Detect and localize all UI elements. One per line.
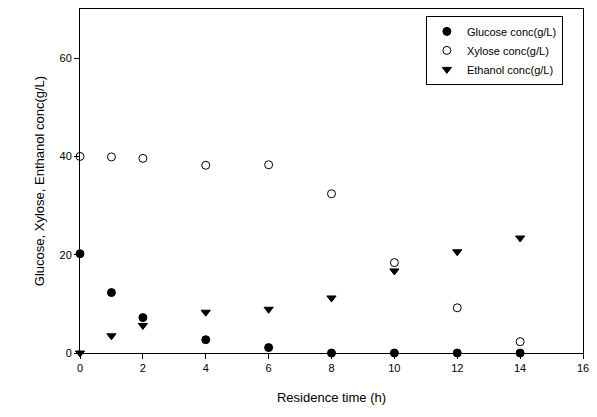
- svg-text:10: 10: [388, 362, 400, 374]
- svg-text:4: 4: [203, 362, 209, 374]
- svg-text:40: 40: [60, 150, 72, 162]
- svg-text:16: 16: [577, 362, 589, 374]
- svg-text:6: 6: [266, 362, 272, 374]
- svg-text:Ethanol conc(g/L): Ethanol conc(g/L): [467, 64, 553, 76]
- svg-text:0: 0: [66, 347, 72, 359]
- svg-text:2: 2: [140, 362, 146, 374]
- svg-text:60: 60: [60, 52, 72, 64]
- svg-text:0: 0: [77, 362, 83, 374]
- svg-text:20: 20: [60, 249, 72, 261]
- svg-text:Xylose conc(g/L): Xylose conc(g/L): [467, 45, 549, 57]
- svg-text:Glucose, Xylose, Enthanol conc: Glucose, Xylose, Enthanol conc(g/L): [32, 76, 47, 286]
- svg-text:Glucose conc(g/L): Glucose conc(g/L): [467, 26, 556, 38]
- svg-text:14: 14: [514, 362, 526, 374]
- svg-text:Residence time (h): Residence time (h): [277, 390, 386, 405]
- svg-text:12: 12: [451, 362, 463, 374]
- svg-text:8: 8: [328, 362, 334, 374]
